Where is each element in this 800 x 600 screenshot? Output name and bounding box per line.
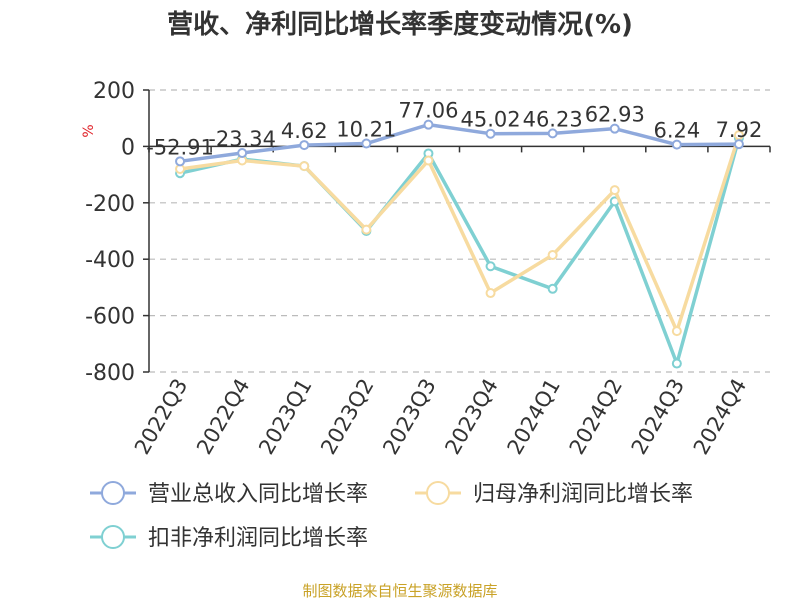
legend-label: 归母净利润同比增长率 — [473, 482, 693, 507]
data-point — [423, 155, 434, 166]
data-point — [485, 128, 496, 139]
legend-label: 扣非净利润同比增长率 — [148, 526, 368, 551]
data-point — [237, 147, 248, 158]
data-point — [423, 119, 434, 130]
data-label: 62.93 — [585, 103, 645, 127]
series-line — [179, 122, 739, 164]
y-tick-label: -600 — [85, 305, 135, 330]
data-point — [299, 161, 310, 172]
data-point — [609, 185, 620, 196]
data-label: 46.23 — [523, 107, 583, 131]
data-point — [547, 249, 558, 260]
x-tick-label: 2024Q2 — [565, 375, 627, 459]
y-tick-label: -200 — [85, 192, 135, 217]
data-point — [485, 261, 496, 272]
data-point — [671, 358, 682, 369]
data-label: -23.34 — [208, 127, 276, 151]
grid — [149, 89, 770, 373]
x-tick-label: 2023Q3 — [378, 375, 440, 459]
data-point — [671, 326, 682, 337]
legend-marker — [426, 481, 450, 505]
data-point — [299, 140, 310, 151]
data-point — [175, 156, 186, 167]
data-label: 10.21 — [336, 118, 396, 142]
x-tick-label: 2022Q3 — [130, 375, 192, 459]
y-tick-label: 0 — [121, 135, 135, 160]
data-point — [671, 139, 682, 150]
data-point — [733, 130, 744, 141]
x-tick-label: 2024Q1 — [503, 375, 565, 459]
data-label: -52.91 — [146, 135, 214, 159]
y-tick-label: 200 — [93, 79, 135, 104]
data-label: 4.62 — [281, 119, 328, 143]
legend-label: 营业总收入同比增长率 — [148, 482, 368, 507]
source-note: 制图数据来自恒生聚源数据库 — [302, 582, 497, 600]
data-label: 77.06 — [398, 99, 458, 123]
y-tick-label: -400 — [85, 248, 135, 273]
x-tick-label: 2022Q4 — [192, 375, 254, 459]
data-point — [547, 283, 558, 294]
x-tick-label: 2023Q2 — [316, 375, 378, 459]
series-line — [179, 137, 741, 366]
data-point — [609, 123, 620, 134]
x-tick-label: 2024Q4 — [689, 375, 751, 459]
data-point — [361, 138, 372, 149]
y-tick-label: -800 — [85, 361, 135, 386]
data-point — [547, 128, 558, 139]
data-label: 6.24 — [653, 119, 700, 143]
data-label: 7.92 — [716, 118, 763, 142]
series — [175, 119, 744, 369]
x-tick-label: 2024Q3 — [627, 375, 689, 459]
data-label: 45.02 — [460, 108, 520, 132]
x-tick-label: 2023Q4 — [440, 375, 502, 459]
x-tick-label: 2023Q1 — [254, 375, 316, 459]
legend-marker — [101, 525, 125, 549]
data-point — [361, 224, 372, 235]
data-point — [733, 139, 744, 150]
legend-marker — [101, 481, 125, 505]
chart-title: 营收、净利同比增长率季度变动情况(%) — [167, 9, 633, 40]
y-axis-unit-label: % — [81, 124, 97, 137]
data-point — [485, 288, 496, 299]
series-line — [179, 134, 741, 333]
